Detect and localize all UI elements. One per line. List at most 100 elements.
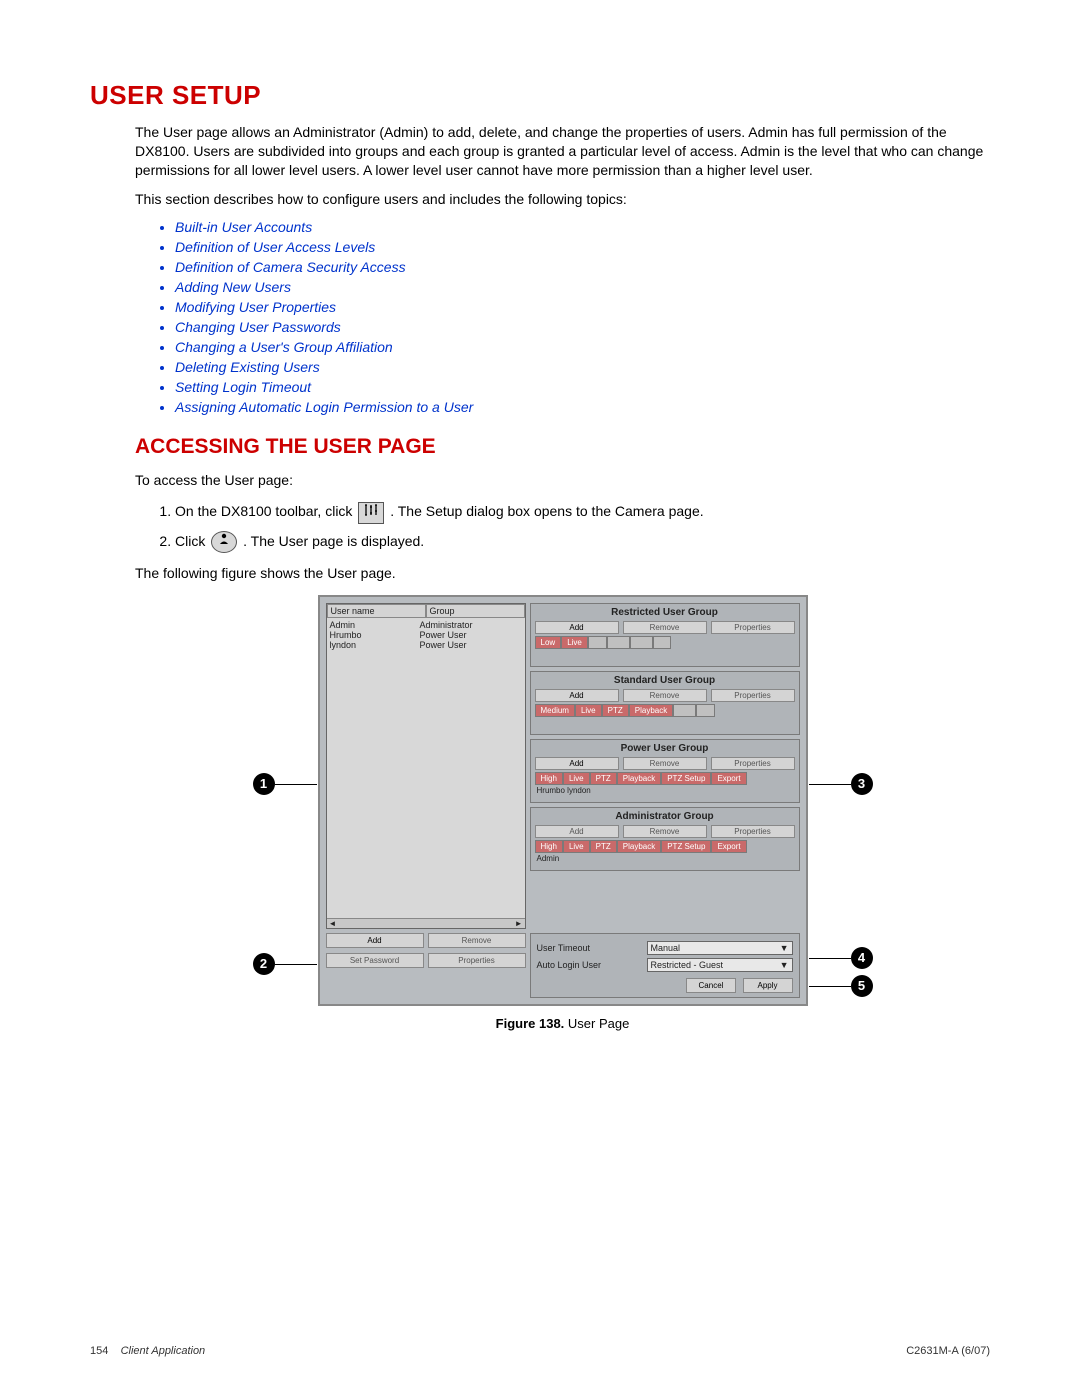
- callout-line: [275, 964, 317, 965]
- topic-link[interactable]: Changing a User's Group Affiliation: [175, 339, 990, 355]
- properties-button[interactable]: Properties: [711, 825, 795, 838]
- chevron-down-icon: ▼: [780, 943, 789, 953]
- user-actions-panel: Add Remove Set Password Properties: [326, 933, 526, 998]
- tab[interactable]: Playback: [617, 772, 661, 785]
- group-title: Administrator Group: [535, 811, 795, 822]
- topic-link[interactable]: Built-in User Accounts: [175, 219, 990, 235]
- cell: Hrumbo: [330, 630, 420, 640]
- remove-button[interactable]: Remove: [623, 621, 707, 634]
- step-2: Click . The User page is displayed.: [175, 529, 990, 554]
- tab: [607, 636, 630, 649]
- set-password-button[interactable]: Set Password: [326, 953, 424, 968]
- access-intro: To access the User page:: [135, 471, 990, 490]
- select-value: Restricted - Guest: [651, 960, 724, 970]
- step-text: Click: [175, 533, 205, 549]
- topic-link[interactable]: Setting Login Timeout: [175, 379, 990, 395]
- callout-line: [809, 784, 851, 785]
- tab[interactable]: PTZ: [590, 772, 617, 785]
- topic-link[interactable]: Assigning Automatic Login Permission to …: [175, 399, 990, 415]
- tab[interactable]: Medium: [535, 704, 575, 717]
- user-timeout-label: User Timeout: [537, 943, 647, 953]
- user-page-screenshot: User name Group AdminAdministrator Hrumb…: [318, 595, 808, 1006]
- table-row[interactable]: AdminAdministrator: [330, 620, 522, 630]
- standard-group-box: Standard User Group Add Remove Propertie…: [530, 671, 800, 735]
- user-icon: [211, 531, 237, 553]
- tab[interactable]: PTZ: [602, 704, 629, 717]
- tab[interactable]: Export: [711, 840, 746, 853]
- callout-line: [275, 784, 317, 785]
- column-header[interactable]: User name: [327, 604, 426, 618]
- intro-paragraph: The User page allows an Administrator (A…: [135, 123, 990, 180]
- table-row[interactable]: HrumboPower User: [330, 630, 522, 640]
- tab: [588, 636, 607, 649]
- admin-group-box: Administrator Group Add Remove Propertie…: [530, 807, 800, 871]
- tab[interactable]: Playback: [629, 704, 673, 717]
- tab[interactable]: Live: [575, 704, 602, 717]
- step-text: On the DX8100 toolbar, click: [175, 503, 352, 519]
- topic-link[interactable]: Definition of Camera Security Access: [175, 259, 990, 275]
- user-timeout-select[interactable]: Manual▼: [647, 941, 793, 955]
- callout-2: 2: [253, 953, 275, 975]
- tab[interactable]: Live: [563, 840, 590, 853]
- properties-button[interactable]: Properties: [711, 689, 795, 702]
- callout-line: [809, 958, 851, 959]
- figure-wrap: 1 2 3 4 5 User name Group AdminAdministr…: [253, 595, 873, 1031]
- topic-link[interactable]: Modifying User Properties: [175, 299, 990, 315]
- add-button[interactable]: Add: [535, 621, 619, 634]
- cell: Admin: [330, 620, 420, 630]
- column-header[interactable]: Group: [426, 604, 525, 618]
- remove-user-button[interactable]: Remove: [428, 933, 526, 948]
- members: [535, 717, 795, 728]
- step-text: . The User page is displayed.: [243, 533, 424, 549]
- tab[interactable]: Playback: [617, 840, 661, 853]
- tab[interactable]: Low: [535, 636, 562, 649]
- cell: Power User: [420, 640, 467, 650]
- topic-link[interactable]: Changing User Passwords: [175, 319, 990, 335]
- figure-caption: Figure 138. User Page: [253, 1016, 873, 1031]
- remove-button[interactable]: Remove: [623, 757, 707, 770]
- remove-button[interactable]: Remove: [623, 689, 707, 702]
- add-button[interactable]: Add: [535, 689, 619, 702]
- properties-button[interactable]: Properties: [711, 757, 795, 770]
- tab[interactable]: PTZ: [590, 840, 617, 853]
- remove-button[interactable]: Remove: [623, 825, 707, 838]
- scrollbar[interactable]: ◄►: [327, 918, 525, 928]
- callout-3: 3: [851, 773, 873, 795]
- topic-list: Built-in User Accounts Definition of Use…: [175, 219, 990, 415]
- cell: Administrator: [420, 620, 473, 630]
- tab[interactable]: PTZ Setup: [661, 772, 711, 785]
- topic-link[interactable]: Deleting Existing Users: [175, 359, 990, 375]
- tab: [696, 704, 715, 717]
- cell: lyndon: [330, 640, 420, 650]
- tab[interactable]: Live: [563, 772, 590, 785]
- add-button[interactable]: Add: [535, 757, 619, 770]
- tab[interactable]: Live: [561, 636, 588, 649]
- callout-4: 4: [851, 947, 873, 969]
- doc-code: C2631M-A (6/07): [906, 1345, 990, 1357]
- tab: [673, 704, 696, 717]
- auto-login-select[interactable]: Restricted - Guest ▼: [647, 958, 793, 972]
- chevron-down-icon: ▼: [780, 960, 789, 970]
- tab[interactable]: Export: [711, 772, 746, 785]
- tab[interactable]: PTZ Setup: [661, 840, 711, 853]
- power-group-box: Power User Group Add Remove Properties H…: [530, 739, 800, 803]
- table-row[interactable]: lyndonPower User: [330, 640, 522, 650]
- apply-button[interactable]: Apply: [743, 978, 793, 993]
- callout-line: [809, 986, 851, 987]
- add-button[interactable]: Add: [535, 825, 619, 838]
- group-title: Restricted User Group: [535, 607, 795, 618]
- properties-button[interactable]: Properties: [428, 953, 526, 968]
- members: Admin: [535, 853, 795, 864]
- group-title: Power User Group: [535, 743, 795, 754]
- topic-link[interactable]: Definition of User Access Levels: [175, 239, 990, 255]
- topic-link[interactable]: Adding New Users: [175, 279, 990, 295]
- intro-paragraph-2: This section describes how to configure …: [135, 190, 990, 209]
- cancel-button[interactable]: Cancel: [686, 978, 736, 993]
- tab[interactable]: High: [535, 840, 563, 853]
- tab: [630, 636, 653, 649]
- tab[interactable]: High: [535, 772, 563, 785]
- page-footer: 154 Client Application C2631M-A (6/07): [90, 1345, 990, 1357]
- page-title: USER SETUP: [90, 80, 990, 111]
- properties-button[interactable]: Properties: [711, 621, 795, 634]
- add-user-button[interactable]: Add: [326, 933, 424, 948]
